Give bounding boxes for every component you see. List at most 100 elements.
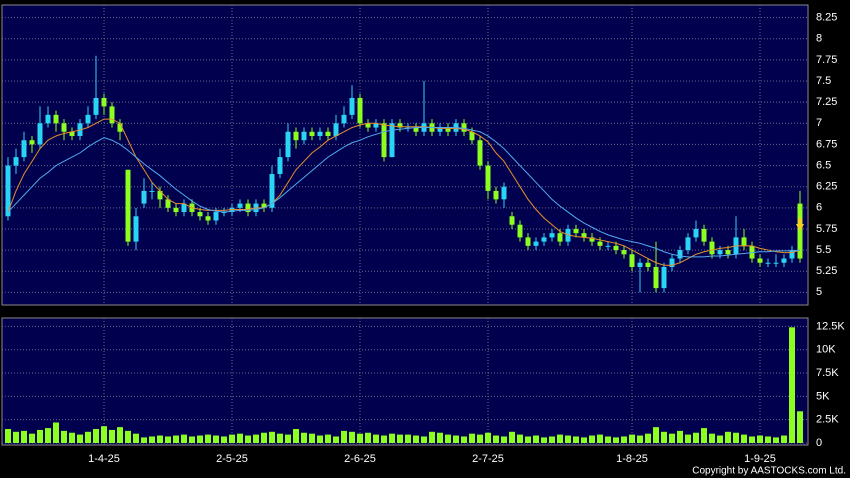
candle-body	[141, 190, 147, 204]
volume-bar	[221, 436, 227, 443]
volume-bar	[269, 431, 275, 443]
volume-bar	[229, 434, 235, 443]
volume-bar	[669, 433, 675, 443]
candle-body	[597, 241, 603, 246]
volume-bar	[773, 437, 779, 443]
candle-body	[549, 233, 555, 238]
candle-body	[437, 127, 443, 132]
volume-bar	[453, 435, 459, 443]
candle-body	[45, 114, 51, 124]
candle-body	[349, 97, 355, 115]
candle-body	[173, 207, 179, 213]
volume-bar	[197, 435, 203, 443]
volume-bar	[485, 432, 491, 443]
volume-bar	[613, 437, 619, 443]
volume-bar	[493, 435, 499, 443]
candle-body	[765, 262, 771, 264]
volume-bar	[149, 436, 155, 443]
volume-bar	[509, 431, 515, 443]
volume-bar	[285, 434, 291, 443]
volume-bar	[541, 437, 547, 443]
volume-bar	[125, 430, 131, 443]
y2-tick-label: 2.5K	[816, 414, 839, 426]
volume-bar	[461, 436, 467, 443]
volume-bar	[133, 433, 139, 443]
candle-body	[677, 250, 683, 259]
volume-bar	[709, 433, 715, 443]
volume-bar	[45, 428, 51, 443]
candle-body	[653, 266, 659, 289]
candle-body	[301, 131, 307, 141]
x-tick-label: 1-4-25	[88, 453, 120, 465]
candle-body	[669, 258, 675, 267]
y2-tick-label: 5K	[816, 390, 830, 402]
volume-bar	[85, 431, 91, 443]
candle-body	[573, 228, 579, 234]
y-tick-label: 7.75	[816, 54, 837, 66]
volume-bar	[61, 430, 67, 443]
candle-body	[157, 190, 163, 200]
volume-bar	[621, 436, 627, 443]
candle-body	[333, 123, 339, 136]
candle-body	[557, 233, 563, 242]
volume-bar	[717, 435, 723, 443]
candle-body	[285, 131, 291, 158]
volume-bar	[93, 429, 99, 443]
y-tick-label: 7.5	[816, 75, 831, 87]
volume-bar	[397, 434, 403, 443]
candle-body	[413, 127, 419, 132]
volume-bar	[413, 435, 419, 443]
candle-body	[533, 241, 539, 246]
candle-body	[53, 114, 59, 124]
volume-bar	[309, 433, 315, 443]
volume-bar	[701, 428, 707, 443]
y-tick-label: 5.25	[816, 265, 837, 277]
y-tick-label: 7	[816, 117, 822, 129]
candle-body	[589, 237, 595, 242]
volume-bar	[373, 434, 379, 443]
volume-bar	[253, 434, 259, 443]
volume-bar	[781, 435, 787, 443]
candle-body	[133, 216, 139, 242]
candle-body	[277, 157, 283, 175]
volume-bar	[517, 434, 523, 443]
candle-body	[613, 245, 619, 251]
volume-bar	[437, 432, 443, 443]
x-tick-label: 2-6-25	[344, 453, 376, 465]
candle-body	[357, 97, 363, 124]
candle-body	[477, 140, 483, 166]
volume-bar	[693, 432, 699, 443]
candle-body	[501, 186, 507, 200]
candle-body	[109, 106, 115, 124]
volume-bar	[525, 436, 531, 443]
volume-bar	[349, 431, 355, 443]
y-tick-label: 5.5	[816, 244, 831, 256]
y2-tick-label: 7.5K	[816, 367, 839, 379]
candle-body	[341, 114, 347, 124]
candle-body	[685, 237, 691, 251]
candle-body	[309, 131, 315, 136]
volume-bar	[445, 434, 451, 443]
volume-bar	[685, 434, 691, 443]
candle-body	[789, 250, 795, 259]
candle-body	[205, 216, 211, 221]
volume-bar	[757, 435, 763, 443]
candle-body	[517, 224, 523, 238]
volume-bar	[317, 435, 323, 443]
candle-body	[61, 123, 67, 132]
candle-body	[781, 258, 787, 263]
candle-body	[485, 165, 491, 191]
candle-body	[117, 123, 123, 132]
volume-bar	[117, 427, 123, 443]
candle-body	[725, 250, 731, 255]
candle-body	[13, 157, 19, 166]
candle-body	[397, 123, 403, 128]
moving-average	[7, 118, 801, 266]
candle-body	[197, 212, 203, 217]
signal-arrow	[796, 218, 804, 232]
volume-bar	[237, 433, 243, 443]
candle-body	[165, 199, 171, 208]
candle-body	[181, 203, 187, 213]
volume-bar	[573, 436, 579, 443]
candle-body	[637, 262, 643, 267]
